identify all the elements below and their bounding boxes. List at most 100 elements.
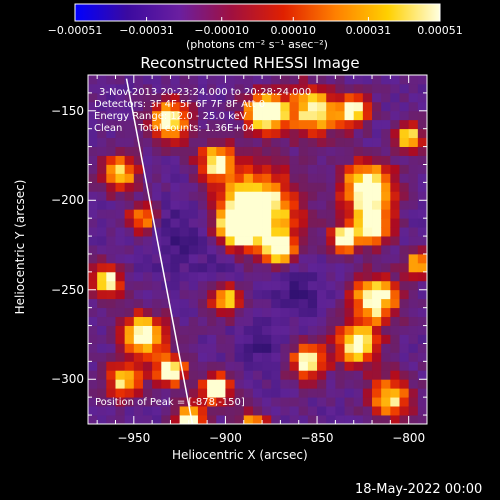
heatmap-cell [262,146,272,156]
heatmap-cell [216,343,226,353]
heatmap-cell [298,227,309,237]
heatmap-cell [170,182,181,192]
heatmap-cell [289,397,300,407]
heatmap-cell [344,173,355,183]
heatmap-cell [133,200,144,210]
heatmap-cell [243,164,254,174]
heatmap-cell [124,388,135,398]
heatmap-cell [289,307,300,318]
heatmap-cell [417,218,427,228]
heatmap-cell [188,155,199,165]
heatmap-cell [408,325,419,335]
heatmap-cell [390,155,400,165]
heatmap-cell [115,236,126,246]
heatmap-cell [170,379,181,389]
heatmap-cell [142,209,153,219]
heatmap-cell [188,271,199,282]
heatmap-cell [298,343,309,353]
heatmap-cell [252,128,263,139]
heatmap-cell [142,173,153,183]
heatmap-cell [408,83,419,94]
heatmap-cell [262,298,272,309]
heatmap-cell [97,253,107,264]
heatmap-cell [399,83,410,94]
heatmap-cell [381,245,391,255]
heatmap-cell [216,227,226,237]
heatmap-cell [372,128,382,139]
heatmap-cell [262,388,272,398]
heatmap-cell [197,83,208,94]
heatmap-cell [179,388,190,398]
heatmap-cell [353,75,364,85]
heatmap-cell [188,119,199,130]
heatmap-cell [408,164,419,174]
heatmap-cell [307,245,318,255]
heatmap-cell [335,379,345,389]
heatmap-cell [97,343,107,353]
heatmap-cell [216,182,226,192]
heatmap-cell [289,164,300,174]
heatmap-cell [115,164,126,174]
heatmap-cell [142,397,153,407]
heatmap-cell [262,289,272,300]
heatmap-cell [243,128,254,139]
heatmap-cell [152,379,162,389]
heatmap-cell [197,101,208,112]
heatmap-cell [317,334,327,344]
heatmap-cell [262,191,272,201]
heatmap-cell [289,182,300,192]
heatmap-cell [289,379,300,389]
heatmap-cell [252,164,263,174]
heatmap-cell [335,110,345,121]
heatmap-cell [408,280,419,291]
heatmap-cell [106,227,116,237]
heatmap-cell [307,298,318,309]
heatmap-cell [307,388,318,398]
heatmap-cell [161,253,171,264]
heatmap-cell [353,325,364,335]
heatmap-cell [124,173,135,183]
heatmap-cell [115,316,126,326]
heatmap-cell [188,110,199,121]
heatmap-cell [97,397,107,407]
heatmap-cell [298,361,309,371]
heatmap-cell [317,128,327,139]
heatmap-cell [317,191,327,201]
heatmap-cell [252,262,263,273]
heatmap-cell [399,352,410,362]
heatmap-cell [207,173,217,183]
heatmap-cell [115,173,126,183]
heatmap-cell [289,218,300,228]
heatmap-cell [317,271,327,282]
heatmap-cell [326,316,336,326]
heatmap-cell [335,92,345,103]
heatmap-cell [372,271,382,282]
heatmap-cell [188,128,199,139]
heatmap-cell [234,75,245,85]
heatmap-cell [317,173,327,183]
heatmap-cell [234,137,245,147]
heatmap-cell [179,316,190,326]
heatmap-cell [115,191,126,201]
heatmap-cell [197,92,208,103]
heatmap-cell [115,110,126,121]
heatmap-cell [170,280,181,291]
heatmap-cell [152,307,162,318]
heatmap-cell [161,227,171,237]
heatmap-cell [408,334,419,344]
heatmap-cell [408,101,419,112]
heatmap-cell [152,164,162,174]
heatmap-cell [390,110,400,121]
heatmap-cell [344,406,355,416]
heatmap-cell [381,83,391,94]
heatmap-cell [298,280,309,291]
heatmap-cell [317,146,327,156]
heatmap-cell [161,92,171,103]
heatmap-cell [280,236,290,246]
heatmap-cell [106,155,116,165]
heatmap-cell [234,182,245,192]
heatmap-cell [188,316,199,326]
heatmap-cell [390,236,400,246]
heatmap-cell [399,146,410,156]
heatmap-cell [124,137,135,147]
